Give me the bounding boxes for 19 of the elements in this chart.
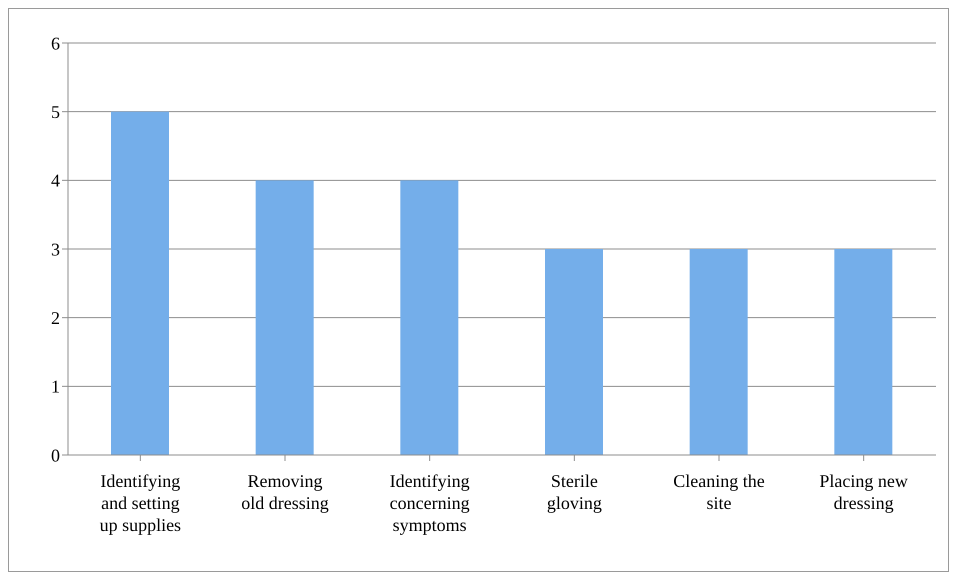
y-tick-label: 3 — [51, 239, 60, 260]
bar — [834, 249, 892, 455]
bar — [400, 180, 458, 455]
x-tick-label: Removing old dressing — [241, 471, 329, 513]
y-tick-label: 2 — [51, 308, 60, 328]
bar — [256, 180, 314, 455]
y-tick-label: 1 — [51, 376, 60, 397]
x-tick-label: Placing new dressing — [819, 471, 908, 513]
x-tick-label: Cleaning the site — [673, 471, 765, 513]
x-tick-label: Identifying and setting up supplies — [100, 471, 182, 535]
y-tick-label: 4 — [51, 170, 60, 191]
y-tick-label: 0 — [51, 445, 60, 466]
bar — [111, 112, 169, 455]
x-tick-label: Sterile gloving — [546, 471, 602, 513]
y-tick-label: 5 — [51, 102, 60, 122]
bar — [545, 249, 603, 455]
bar — [690, 249, 748, 455]
x-tick-label: Identifying concerning symptoms — [390, 471, 470, 535]
y-tick-label: 6 — [51, 33, 60, 54]
